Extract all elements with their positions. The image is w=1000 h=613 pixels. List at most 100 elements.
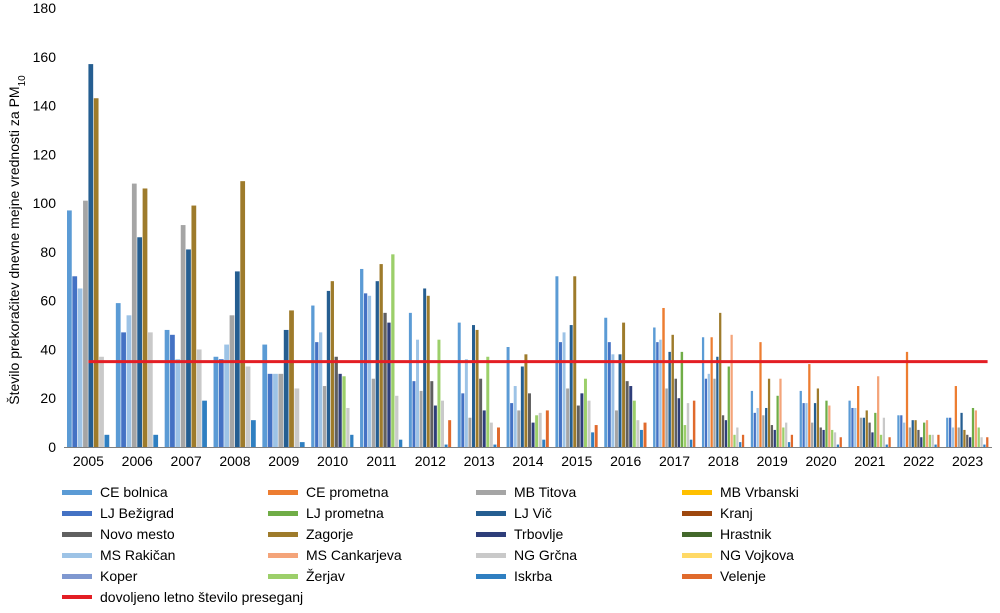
bar <box>741 434 745 447</box>
bar <box>433 405 437 447</box>
bar <box>905 351 909 447</box>
bar <box>680 351 684 447</box>
bar <box>928 434 931 447</box>
x-tick-label: 2020 <box>805 453 836 469</box>
legend-label: Trbovlje <box>514 526 564 542</box>
legend-swatch <box>682 552 712 558</box>
x-tick-label: 2012 <box>415 453 446 469</box>
legend-swatch <box>476 573 506 579</box>
bar <box>963 429 966 447</box>
bar <box>689 439 693 447</box>
bar <box>391 254 395 447</box>
legend-label: Koper <box>100 568 138 584</box>
legend-item: LJ Vič <box>476 503 552 523</box>
bar <box>802 403 805 447</box>
bar <box>479 378 483 447</box>
bar <box>104 434 110 447</box>
bar <box>882 417 886 447</box>
bar <box>426 295 430 447</box>
bar <box>363 293 368 447</box>
x-tick-label: 2014 <box>512 453 543 469</box>
bar <box>457 322 461 447</box>
bar <box>733 434 736 447</box>
bar <box>591 432 595 447</box>
bar <box>126 315 132 447</box>
bar <box>868 422 871 447</box>
bar <box>656 342 659 447</box>
bar <box>707 373 710 447</box>
bar <box>923 422 926 447</box>
bar <box>674 378 677 447</box>
bar <box>350 434 354 447</box>
bar <box>489 422 493 447</box>
bar <box>977 427 980 447</box>
bar <box>704 378 708 447</box>
bar <box>273 373 278 447</box>
bar <box>510 403 514 447</box>
bar <box>925 420 929 447</box>
bar <box>822 429 825 447</box>
bar <box>957 427 960 447</box>
bar <box>917 429 920 447</box>
x-tick-label: 2023 <box>952 453 983 469</box>
legend-label: Velenje <box>720 568 766 584</box>
bar <box>779 378 782 447</box>
bar <box>423 288 427 447</box>
bar <box>816 388 820 447</box>
bar <box>224 344 229 447</box>
bar <box>833 432 837 447</box>
legend-label: NG Grčna <box>514 547 578 563</box>
bar <box>607 342 611 447</box>
bar <box>983 444 986 447</box>
bar <box>727 366 730 447</box>
legend-label: Zagorje <box>306 526 354 542</box>
bar <box>937 434 940 447</box>
x-tick-label: 2005 <box>73 453 104 469</box>
bar <box>825 400 828 447</box>
bar <box>622 322 626 447</box>
bar <box>960 412 963 447</box>
legend-swatch <box>268 552 298 558</box>
legend-swatch <box>62 531 92 537</box>
bar <box>330 281 334 447</box>
bar <box>218 359 224 447</box>
bar <box>885 444 888 447</box>
bar <box>569 325 573 447</box>
bar <box>900 415 903 447</box>
bar <box>399 439 403 447</box>
x-tick-label: 2016 <box>610 453 641 469</box>
x-tick-label: 2009 <box>268 453 299 469</box>
bar <box>383 312 387 447</box>
legend-swatch <box>268 510 298 516</box>
bar <box>202 400 207 447</box>
legend-item: Žerjav <box>268 566 345 586</box>
bar <box>535 415 539 447</box>
bar <box>315 342 319 447</box>
bar <box>974 410 977 447</box>
legend-item: Hrastnik <box>682 524 771 544</box>
bar <box>513 386 517 447</box>
x-tick-label: 2006 <box>122 453 153 469</box>
bar <box>767 378 771 447</box>
legend-item: CE bolnica <box>62 482 168 502</box>
bar <box>278 373 284 447</box>
bar <box>701 337 705 447</box>
legend-label: Hrastnik <box>720 526 772 542</box>
legend-label: MB Titova <box>514 484 577 500</box>
bar <box>739 442 742 447</box>
bar <box>408 312 412 447</box>
bar <box>311 305 315 447</box>
bar <box>683 425 687 447</box>
y-tick-label: 140 <box>33 98 57 114</box>
legend-label: NG Vojkova <box>720 547 794 563</box>
bar <box>805 403 808 447</box>
bar <box>131 183 137 447</box>
bar <box>93 98 99 448</box>
x-tick-label: 2021 <box>854 453 885 469</box>
bar <box>668 351 671 447</box>
bar <box>566 388 570 447</box>
bar <box>186 249 191 447</box>
bar <box>531 422 535 447</box>
bar <box>338 373 342 447</box>
bar <box>267 373 273 447</box>
